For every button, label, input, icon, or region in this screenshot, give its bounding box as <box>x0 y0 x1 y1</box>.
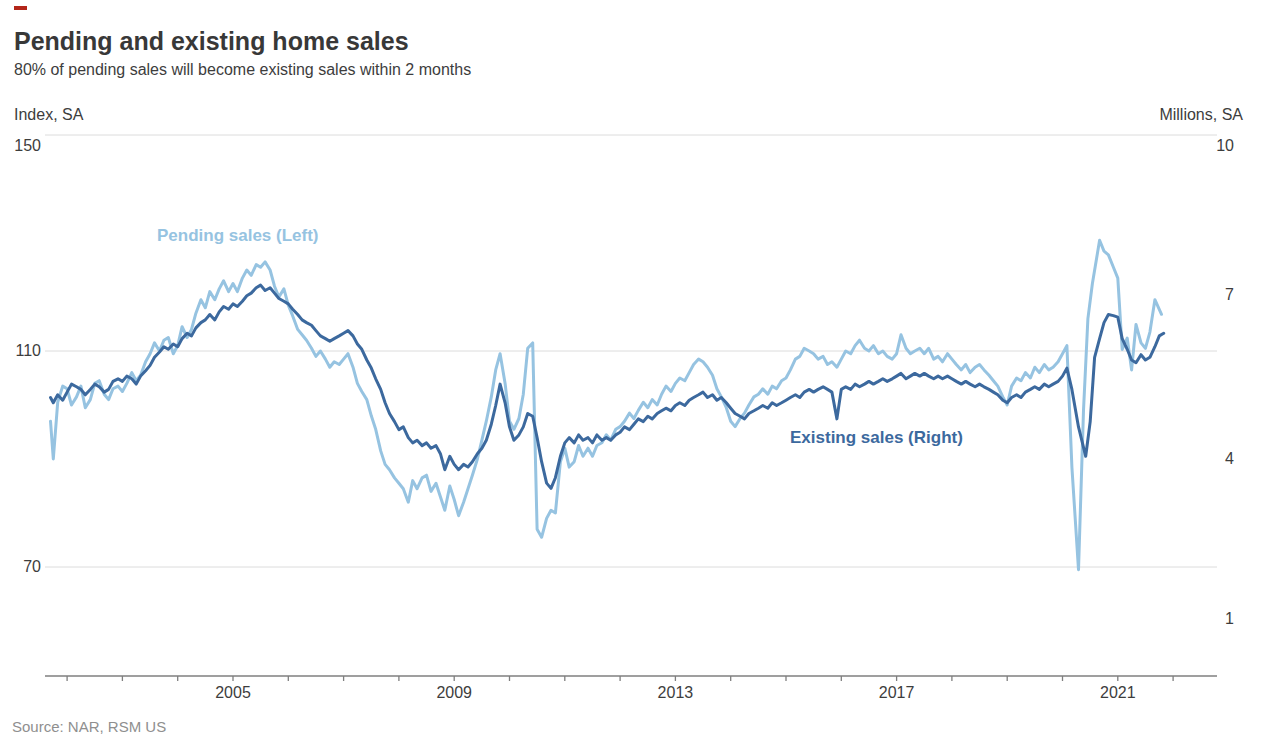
source-note: Source: NAR, RSM US <box>12 718 166 735</box>
pending-sales-line <box>51 240 1162 569</box>
left-axis-tick-label: 110 <box>1 342 41 360</box>
right-axis-tick-label: 4 <box>1194 450 1234 468</box>
x-axis-tick-label: 2005 <box>203 684 263 702</box>
x-axis-tick-label: 2017 <box>867 684 927 702</box>
right-axis-tick-label: 7 <box>1194 286 1234 304</box>
x-axis-tick-label: 2021 <box>1088 684 1148 702</box>
right-axis-tick-label: 1 <box>1194 610 1234 628</box>
chart-page: Pending and existing home sales 80% of p… <box>0 0 1267 750</box>
right-axis-tick-label: 10 <box>1194 137 1234 155</box>
existing-series-label: Existing sales (Right) <box>790 428 963 448</box>
x-axis-tick-label: 2013 <box>645 684 705 702</box>
pending-series-label: Pending sales (Left) <box>157 226 319 246</box>
left-axis-tick-label: 150 <box>1 137 41 155</box>
x-axis-tick-label: 2009 <box>424 684 484 702</box>
left-axis-tick-label: 70 <box>1 558 41 576</box>
line-chart-canvas <box>0 0 1267 750</box>
